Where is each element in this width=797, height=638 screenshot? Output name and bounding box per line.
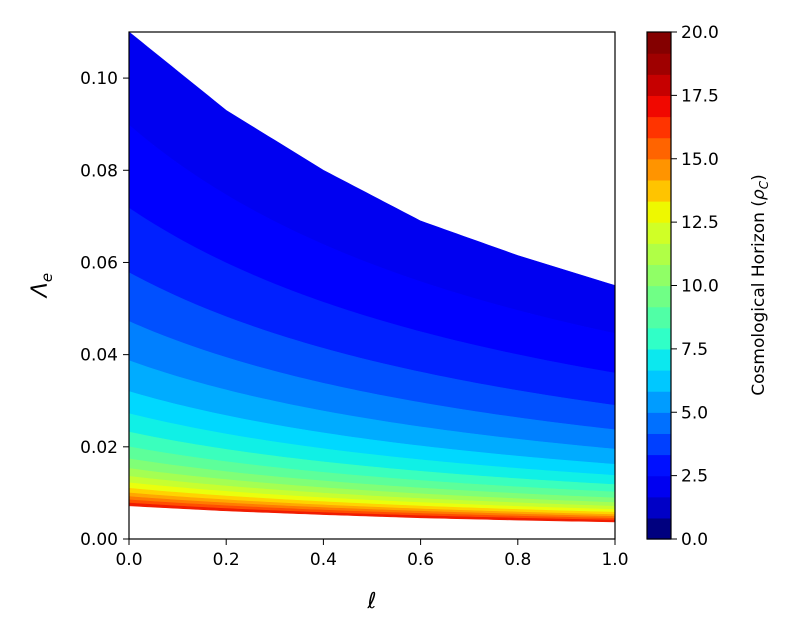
y-tick-label: 0.00 [80, 530, 118, 550]
colorbar-tick-label: 0.0 [681, 530, 708, 550]
colorbar-swatch [647, 243, 671, 265]
x-tick-label: 0.8 [504, 550, 531, 570]
colorbar-swatch [647, 517, 671, 540]
colorbar-swatch [647, 116, 671, 139]
colorbar-swatch [647, 32, 671, 54]
x-axis-label: ℓ [366, 589, 376, 614]
colorbar-swatch [647, 370, 671, 392]
contour-bands [129, 32, 615, 523]
colorbar-swatch [647, 496, 671, 519]
colorbar-label: Cosmological Horizon (ρC) [749, 174, 771, 395]
y-tick-label: 0.06 [80, 253, 118, 273]
colorbar-swatch [647, 475, 671, 498]
colorbar-tick-label: 5.0 [681, 403, 708, 423]
colorbar: 0.0 2.5 5.0 7.5 10.0 12.5 15.0 17.5 20.0 Cosmolo… [646, 23, 771, 550]
colorbar-swatch [647, 222, 671, 244]
colorbar-swatch [647, 327, 671, 350]
colorbar-swatch [647, 201, 671, 223]
y-tick-label: 0.04 [80, 346, 118, 366]
y-tick-label: 0.08 [80, 161, 118, 181]
x-axis-ticks: 0.0 0.2 0.4 0.6 0.8 1.0 [115, 539, 629, 570]
y-axis-ticks: 0.00 0.02 0.04 0.06 0.08 0.10 [80, 69, 129, 550]
colorbar-swatch [647, 391, 671, 413]
x-tick-label: 1.0 [601, 550, 628, 570]
colorbar-swatch [647, 348, 671, 371]
colorbar-swatch [647, 158, 671, 181]
colorbar-label-rho: ρ [749, 189, 769, 200]
colorbar-swatch [647, 137, 671, 160]
x-tick-label: 0.4 [310, 550, 337, 570]
colorbar-swatch [647, 306, 671, 329]
colorbar-tick-label: 2.5 [681, 467, 708, 487]
colorbar-tick-label: 10.0 [681, 277, 719, 297]
colorbar-label-subscript: C [757, 180, 771, 189]
colorbar-swatch [647, 53, 671, 75]
plot-frame [128, 31, 616, 540]
colorbar-swatch [647, 433, 671, 456]
colorbar-swatch [647, 285, 671, 308]
x-tick-label: 0.0 [115, 550, 142, 570]
contour-band [129, 502, 615, 523]
colorbar-swatch [647, 74, 671, 96]
colorbar-tick-label: 17.5 [681, 86, 719, 106]
colorbar-tick-label: 12.5 [681, 213, 719, 233]
colorbar-swatch [647, 412, 671, 434]
colorbar-swatch [647, 264, 671, 287]
colorbar-swatch [647, 454, 671, 477]
x-tick-label: 0.2 [213, 550, 240, 570]
colorbar-tick-label: 20.0 [681, 23, 719, 43]
y-tick-label: 0.02 [80, 438, 118, 458]
y-axis-label: Λe [28, 273, 56, 299]
colorbar-label-close: ) [749, 174, 769, 181]
x-tick-label: 0.6 [407, 550, 434, 570]
colorbar-tick-label: 7.5 [681, 340, 708, 360]
colorbar-swatches [647, 32, 671, 540]
colorbar-label-main: Cosmological Horizon ( [749, 200, 769, 396]
y-tick-label: 0.10 [80, 69, 118, 89]
colorbar-ticks: 0.0 2.5 5.0 7.5 10.0 12.5 15.0 17.5 20.0 [671, 23, 719, 550]
colorbar-tick-label: 15.0 [681, 150, 719, 170]
colorbar-swatch [647, 95, 671, 118]
colorbar-swatch [647, 179, 671, 202]
y-axis-label-subscript: e [38, 273, 56, 282]
y-axis-label-base: Λ [28, 282, 53, 299]
